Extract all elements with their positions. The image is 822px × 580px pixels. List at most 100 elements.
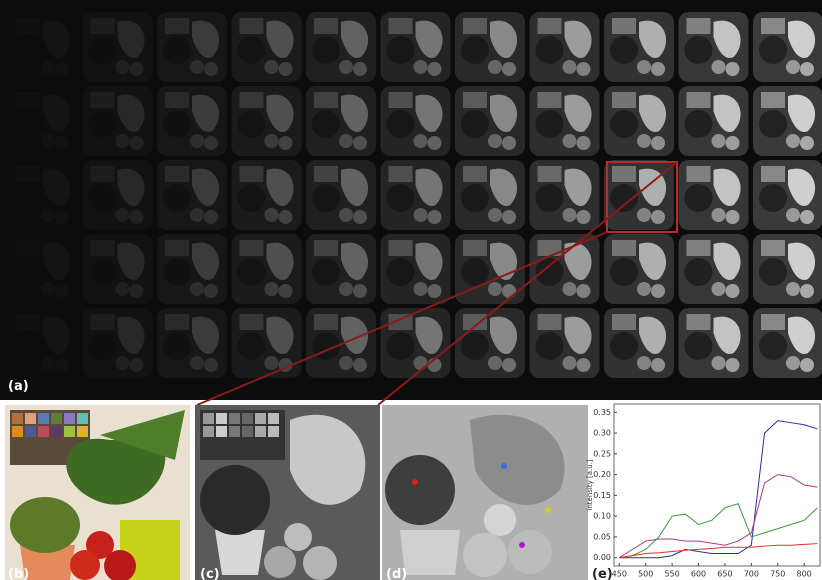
- tile-checker: [687, 314, 711, 330]
- tile: [753, 86, 822, 156]
- tile-bush: [536, 258, 564, 286]
- tile-checker: [687, 18, 711, 34]
- tile-bush: [89, 110, 117, 138]
- tile: [306, 160, 376, 230]
- tile-bush: [759, 184, 787, 212]
- y-tick-label: 0.00: [593, 553, 611, 562]
- tile-fruit: [190, 134, 204, 148]
- tile-fruit: [726, 62, 740, 76]
- panel-label: (e): [592, 567, 613, 580]
- tile-fruit: [712, 60, 726, 74]
- tile-fruit: [502, 284, 516, 298]
- tile-bush: [89, 36, 117, 64]
- tile-fruit: [577, 62, 591, 76]
- panel-c: (c): [195, 405, 380, 580]
- tile-fruit: [428, 210, 442, 224]
- tile: [679, 12, 749, 82]
- tile-bush: [685, 258, 713, 286]
- tile: [157, 12, 227, 82]
- tile-checker: [761, 240, 785, 256]
- tile-checker: [538, 18, 562, 34]
- tile-fruit: [488, 60, 502, 74]
- tile-bush: [461, 332, 489, 360]
- tile-bush: [685, 184, 713, 212]
- tile-fruit: [204, 210, 218, 224]
- checker-square: [242, 413, 253, 424]
- tile: [530, 12, 600, 82]
- tile: [8, 234, 78, 304]
- tile-bush: [759, 332, 787, 360]
- tile-fruit: [428, 284, 442, 298]
- tile: [8, 86, 78, 156]
- tile: [8, 160, 78, 230]
- tile-checker: [16, 314, 40, 330]
- tile-fruit: [414, 208, 428, 222]
- tile-checker: [389, 92, 413, 108]
- tile: [232, 160, 302, 230]
- tile: [232, 12, 302, 82]
- x-tick-label: 600: [691, 570, 706, 579]
- tile: [381, 86, 451, 156]
- tile-fruit: [204, 284, 218, 298]
- tile-bush: [387, 110, 415, 138]
- tile-fruit: [502, 358, 516, 372]
- tile-checker: [687, 240, 711, 256]
- tile-bush: [387, 332, 415, 360]
- tile-fruit: [726, 136, 740, 150]
- tile-fruit: [563, 356, 577, 370]
- tile-fruit: [116, 356, 130, 370]
- tile-bush: [610, 36, 638, 64]
- tile-checker: [314, 240, 338, 256]
- checker-square: [216, 413, 227, 424]
- tile-bush: [238, 332, 266, 360]
- tile-bush: [14, 258, 42, 286]
- tile-fruit: [488, 134, 502, 148]
- tile-fruit: [502, 62, 516, 76]
- tile-fruit: [577, 284, 591, 298]
- checker-square: [12, 413, 23, 424]
- tile-checker: [314, 92, 338, 108]
- tile-bush: [387, 184, 415, 212]
- tile-fruit: [204, 358, 218, 372]
- tile: [679, 160, 749, 230]
- panel-b: (b): [5, 405, 190, 580]
- tile-fruit: [577, 210, 591, 224]
- y-tick-label: 0.35: [593, 408, 611, 417]
- tile-checker: [389, 166, 413, 182]
- tile-fruit: [55, 358, 69, 372]
- tile: [83, 234, 153, 304]
- tile-bush: [163, 36, 191, 64]
- tile-fruit: [712, 356, 726, 370]
- tile-checker: [761, 92, 785, 108]
- tile: [455, 160, 525, 230]
- checker-square: [255, 426, 266, 437]
- tile: [83, 160, 153, 230]
- tile-bush: [536, 110, 564, 138]
- tile-bush: [163, 110, 191, 138]
- x-tick-label: 500: [638, 570, 653, 579]
- tile-fruit: [651, 136, 665, 150]
- checker-square: [64, 413, 75, 424]
- tile-fruit: [353, 358, 367, 372]
- tile-bush: [610, 258, 638, 286]
- tile-fruit: [279, 136, 293, 150]
- tile: [604, 86, 674, 156]
- tile-bush: [536, 36, 564, 64]
- tile: [753, 12, 822, 82]
- tile: [306, 308, 376, 378]
- tile-fruit: [414, 134, 428, 148]
- tile-fruit: [800, 62, 814, 76]
- tile-checker: [612, 240, 636, 256]
- tile-fruit: [414, 282, 428, 296]
- tile-checker: [165, 166, 189, 182]
- tile: [157, 86, 227, 156]
- tile-fruit: [353, 62, 367, 76]
- tile-checker: [314, 166, 338, 182]
- tile-fruit: [41, 134, 55, 148]
- tile-checker: [463, 314, 487, 330]
- tile-fruit: [651, 62, 665, 76]
- tile-checker: [16, 166, 40, 182]
- x-tick-label: 750: [770, 570, 785, 579]
- tile: [306, 12, 376, 82]
- tile-fruit: [651, 210, 665, 224]
